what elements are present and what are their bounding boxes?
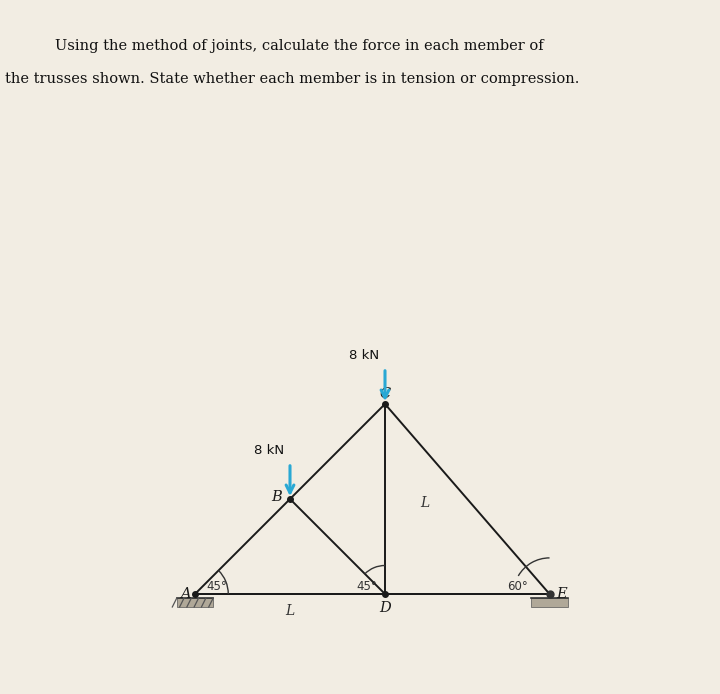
Text: B: B [271, 490, 282, 504]
Text: 45°: 45° [356, 580, 377, 593]
Text: A: A [180, 587, 190, 601]
Text: 8 kN: 8 kN [349, 349, 379, 362]
FancyBboxPatch shape [177, 598, 213, 607]
Text: Using the method of joints, calculate the force in each member of: Using the method of joints, calculate th… [55, 39, 544, 53]
Text: E: E [557, 587, 567, 601]
Text: the trusses shown. State whether each member is in tension or compression.: the trusses shown. State whether each me… [5, 72, 580, 86]
Text: 60°: 60° [507, 580, 528, 593]
Text: 8 kN: 8 kN [254, 444, 284, 457]
FancyBboxPatch shape [531, 598, 568, 607]
Text: C: C [379, 387, 391, 401]
Text: L: L [285, 604, 294, 618]
Text: 45°: 45° [207, 580, 228, 593]
Text: D: D [379, 601, 391, 615]
Text: L: L [420, 496, 430, 510]
